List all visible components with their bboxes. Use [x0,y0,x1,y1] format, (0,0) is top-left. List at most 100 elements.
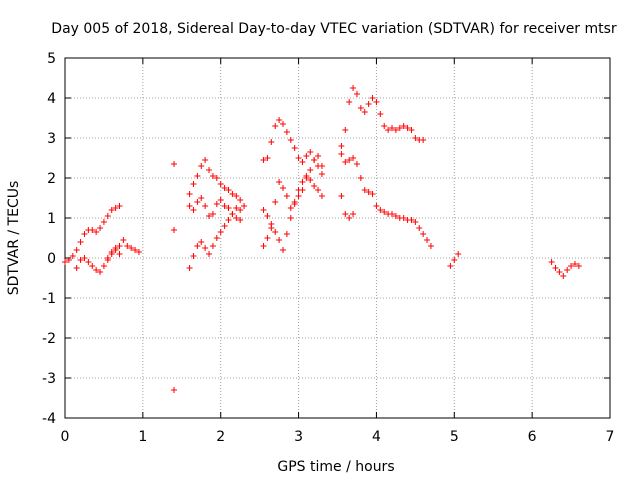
data-point [202,203,209,209]
data-point [350,85,357,91]
data-point [237,197,244,203]
chart-title: Day 005 of 2018, Sidereal Day-to-day VTE… [51,21,617,37]
data-point [217,197,224,203]
data-point [209,173,216,179]
data-point [299,179,306,185]
data-point [264,213,271,219]
data-point [315,153,322,159]
data-point [93,267,100,273]
y-tick-label: 5 [47,51,56,67]
data-point [272,123,279,129]
plot-frame [64,57,611,419]
data-point [299,159,306,165]
data-point [389,125,395,131]
data-point [89,227,96,233]
data-point [552,265,559,271]
data-point [132,247,139,253]
data-point [206,251,213,257]
data-point [198,163,205,169]
data-point [81,231,88,237]
data-point [307,177,314,183]
data-point [350,155,357,161]
data-point [369,95,376,101]
data-point [116,251,123,257]
data-point [260,157,267,163]
data-point [209,211,216,217]
data-point [291,145,298,151]
data-point [315,187,322,193]
data-point [303,175,310,181]
data-point [104,255,111,261]
data-point [311,157,318,163]
x-tick-label: 3 [294,429,303,445]
data-point [338,143,345,149]
x-tick-label: 0 [61,429,70,445]
data-point [389,211,395,217]
y-tick-label: 4 [47,91,56,107]
data-point [194,173,201,179]
data-point [260,207,267,213]
data-point [338,193,345,199]
y-tick-label: -3 [42,371,56,387]
data-point [556,269,563,275]
data-point [280,247,286,253]
data-point [237,207,244,213]
data-point [186,265,193,271]
data-point [190,181,197,187]
data-point [97,225,104,231]
data-point [381,209,388,215]
data-point [392,213,399,219]
data-point [104,213,111,219]
data-point [93,229,100,235]
data-point [202,157,209,163]
data-point [365,101,372,107]
data-point [571,261,578,267]
data-point [124,243,131,249]
data-point [194,243,201,249]
y-tick-label: -1 [42,291,56,307]
data-point [213,201,220,207]
data-point [73,265,80,271]
data-point [283,129,290,135]
data-point [412,135,419,141]
data-point [385,127,392,133]
data-point [81,255,88,261]
data-point [194,199,201,205]
data-point [318,193,325,199]
data-point [186,203,193,209]
x-tick-label: 7 [606,429,615,445]
data-point [338,151,345,157]
data-point [287,137,294,143]
y-tick-label: 0 [47,251,56,267]
y-tick-label: 1 [47,211,56,227]
x-tick-label: 2 [216,429,225,445]
grid-lines [65,58,610,418]
data-point [186,191,193,197]
y-tick-label: -4 [42,411,56,427]
data-point [361,187,368,193]
data-point [361,109,368,115]
data-point [346,99,353,105]
data-point [97,269,104,275]
data-point [120,237,127,243]
data-point [318,171,325,177]
data-point [424,237,431,243]
data-point [369,191,376,197]
data-point [377,111,384,117]
data-point [346,215,353,221]
data-point [404,125,411,131]
data-point [283,193,290,199]
data-point [342,211,349,217]
data-point [260,243,267,249]
data-point [303,153,310,159]
data-point [357,105,364,111]
data-point [89,263,96,269]
data-point [264,235,271,241]
data-point [221,185,228,191]
x-axis-label: GPS time / hours [277,459,394,475]
data-point [198,195,205,201]
data-point [85,259,92,265]
x-tick-label: 4 [372,429,381,445]
data-point [233,215,240,221]
data-point [229,211,236,217]
